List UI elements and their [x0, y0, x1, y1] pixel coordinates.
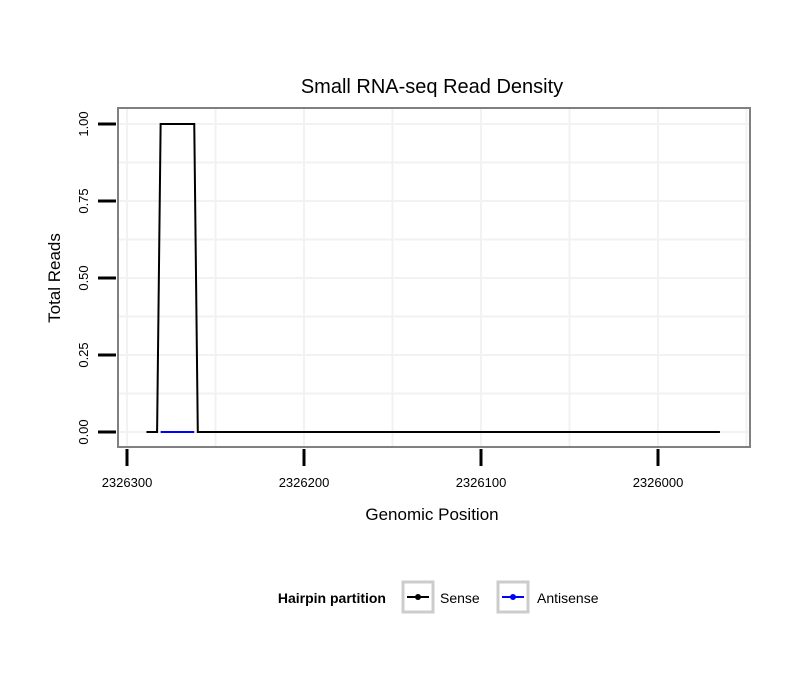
x-tick-label: 2326000	[633, 475, 684, 490]
legend: Hairpin partition Sense Antisense	[278, 580, 599, 614]
legend-point-antisense	[510, 594, 516, 600]
y-tick-label: 0.25	[76, 342, 91, 367]
y-tick-label: 0.75	[76, 188, 91, 213]
x-tick-label: 2326300	[102, 475, 153, 490]
y-tick-label: 0.00	[76, 419, 91, 444]
y-tick-label: 0.50	[76, 265, 91, 290]
axes: 0.00 0.25 0.50 0.75 1.00 2326300 2326200 232610…	[76, 111, 683, 490]
x-tick-label: 2326100	[456, 475, 507, 490]
x-axis-label: Genomic Position	[365, 505, 498, 524]
y-axis-label: Total Reads	[45, 233, 64, 323]
legend-label-sense: Sense	[440, 590, 480, 606]
legend-title: Hairpin partition	[278, 590, 386, 606]
x-tick-label: 2326200	[279, 475, 330, 490]
legend-point-sense	[415, 594, 421, 600]
legend-label-antisense: Antisense	[537, 590, 599, 606]
grid	[118, 108, 750, 447]
y-tick-label: 1.00	[76, 111, 91, 136]
plot-border	[117, 107, 751, 448]
chart-title: Small RNA-seq Read Density	[301, 76, 563, 98]
series-lines	[146, 123, 720, 433]
series-line-sense	[146, 123, 720, 433]
